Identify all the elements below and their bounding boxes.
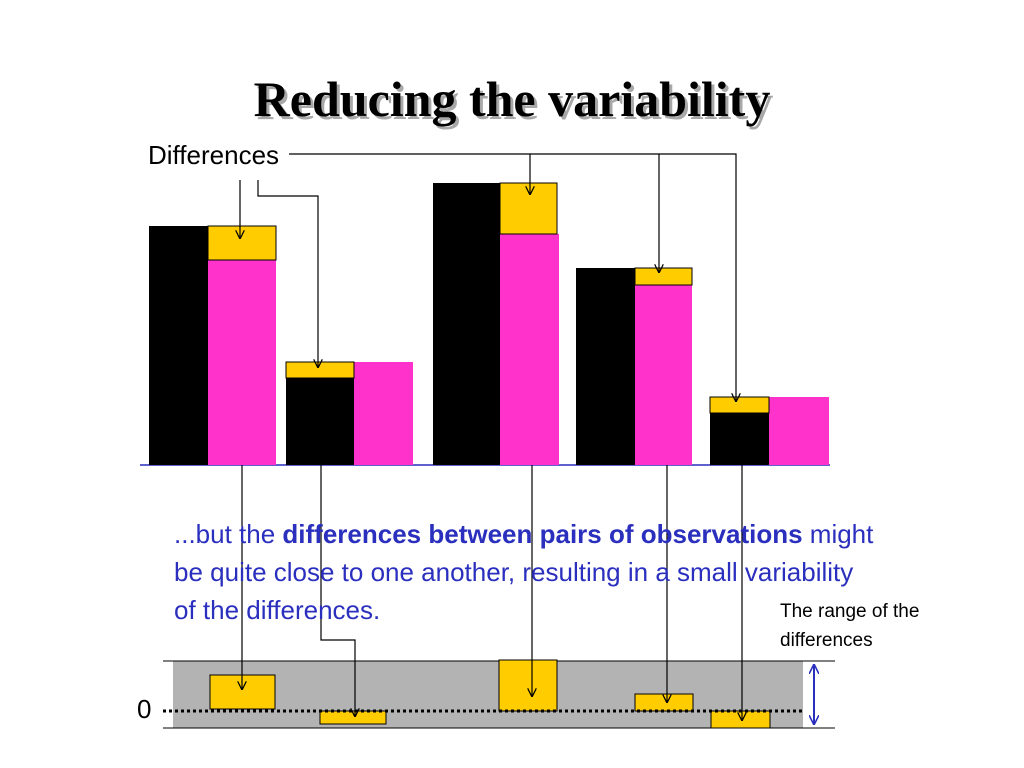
explanation-text: ...but the differences between pairs of … — [174, 515, 874, 629]
differences-label: Differences — [148, 140, 280, 170]
pair-1-difference — [207, 225, 277, 261]
difference-5-marker — [710, 710, 771, 729]
pair-4-first-bar — [576, 268, 635, 465]
explanation-part-1: ...but the — [174, 519, 283, 549]
pair-2-first-bar — [286, 378, 354, 465]
range-band — [173, 661, 803, 728]
pair-5-second-bar — [769, 397, 829, 465]
explanation-part-2: might be quite close to one another, res… — [174, 519, 874, 625]
pair-3-first-bar — [433, 183, 500, 465]
connector-to-pair-5 — [659, 153, 736, 402]
pair-1-first-bar — [149, 226, 208, 465]
pair-1-second-bar — [208, 260, 276, 465]
pair-5-difference — [709, 396, 770, 414]
pair-4-second-bar — [635, 285, 692, 465]
pair-4-difference — [634, 267, 693, 286]
range-label: The range of the differences — [780, 601, 920, 651]
difference-2-marker — [319, 710, 387, 725]
pair-2-second-bar — [354, 362, 413, 465]
difference-3-marker — [498, 659, 558, 712]
zero-label: 0 — [137, 694, 152, 724]
drop-line-2 — [320, 465, 355, 717]
pair-3-second-bar — [500, 234, 559, 465]
pair-2-difference — [285, 361, 355, 379]
pair-3-difference — [499, 182, 558, 235]
slide-title: Reducing the variability — [253, 71, 771, 127]
connector-to-pair-2 — [257, 180, 318, 368]
pair-5-first-bar — [710, 413, 769, 465]
explanation-bold: differences between pairs of observation… — [282, 519, 803, 549]
difference-4-marker — [634, 693, 694, 712]
